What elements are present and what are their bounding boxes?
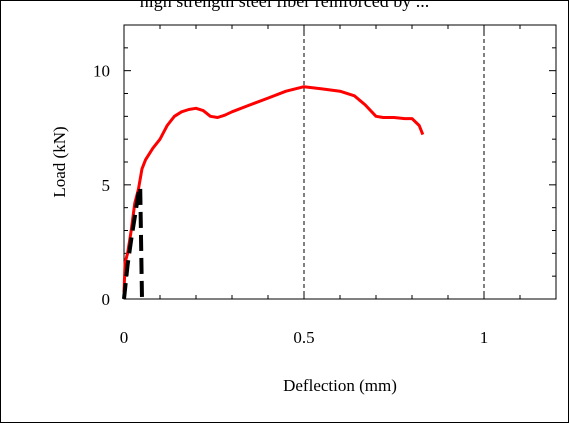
data-series xyxy=(122,85,425,300)
y-tick-label: 10 xyxy=(93,62,110,81)
x-axis-title: Deflection (mm) xyxy=(283,376,397,395)
y-tick-label: 5 xyxy=(102,176,111,195)
axis-ticks xyxy=(124,25,556,299)
x-tick-label: 0 xyxy=(120,328,129,347)
plot-area xyxy=(123,24,557,300)
figure-caption-fragment: high strength steel fiber reinforced by … xyxy=(139,0,430,11)
reference-lines xyxy=(303,25,485,299)
y-tick-label: 0 xyxy=(102,290,111,309)
y-axis-title: Load (kN) xyxy=(50,126,69,197)
series-line-1 xyxy=(122,85,425,293)
x-tick-label: 1 xyxy=(480,328,489,347)
x-tick-label: 0.5 xyxy=(293,328,314,347)
series-line-2 xyxy=(122,185,144,300)
